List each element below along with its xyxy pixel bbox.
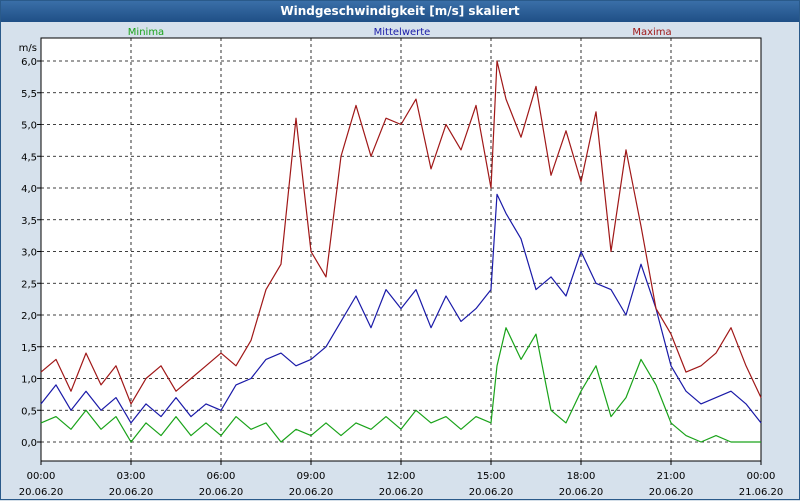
x-tick-time: 00:00	[27, 471, 56, 482]
x-tick-time: 00:00	[747, 471, 776, 482]
x-tick-time: 06:00	[207, 471, 236, 482]
y-tick-label: 4,0	[21, 184, 37, 195]
y-tick-label: 4,5	[21, 152, 37, 163]
y-tick-label: 1,0	[21, 375, 37, 386]
x-tick-date: 21.06.20	[739, 487, 784, 498]
y-tick-label: 3,0	[21, 248, 37, 259]
y-tick-label: 0,5	[21, 406, 37, 417]
y-tick-label: 6,0	[21, 57, 37, 68]
y-tick-label: 3,5	[21, 216, 37, 227]
y-tick-label: 2,0	[21, 311, 37, 322]
x-tick-date: 20.06.20	[199, 487, 244, 498]
x-tick-date: 20.06.20	[649, 487, 694, 498]
x-tick-date: 20.06.20	[109, 487, 154, 498]
x-tick-time: 03:00	[117, 471, 146, 482]
x-tick-time: 21:00	[657, 471, 686, 482]
x-tick-date: 20.06.20	[19, 487, 64, 498]
x-tick-time: 09:00	[297, 471, 326, 482]
y-tick-label: 2,5	[21, 279, 37, 290]
legend-mittelwerte: Mittelwerte	[374, 27, 431, 38]
x-tick-date: 20.06.20	[289, 487, 334, 498]
y-tick-label: 5,5	[21, 89, 37, 100]
y-axis-label: m/s	[19, 43, 37, 54]
y-tick-label: 0,0	[21, 438, 37, 449]
y-tick-label: 1,5	[21, 343, 37, 354]
legend-maxima: Maxima	[632, 27, 671, 38]
x-tick-date: 20.06.20	[379, 487, 424, 498]
legend-minima: Minima	[128, 27, 164, 38]
x-tick-date: 20.06.20	[559, 487, 604, 498]
x-tick-time: 12:00	[387, 471, 416, 482]
x-tick-time: 18:00	[567, 471, 596, 482]
x-tick-date: 20.06.20	[469, 487, 514, 498]
x-tick-time: 15:00	[477, 471, 506, 482]
y-tick-label: 5,0	[21, 121, 37, 132]
